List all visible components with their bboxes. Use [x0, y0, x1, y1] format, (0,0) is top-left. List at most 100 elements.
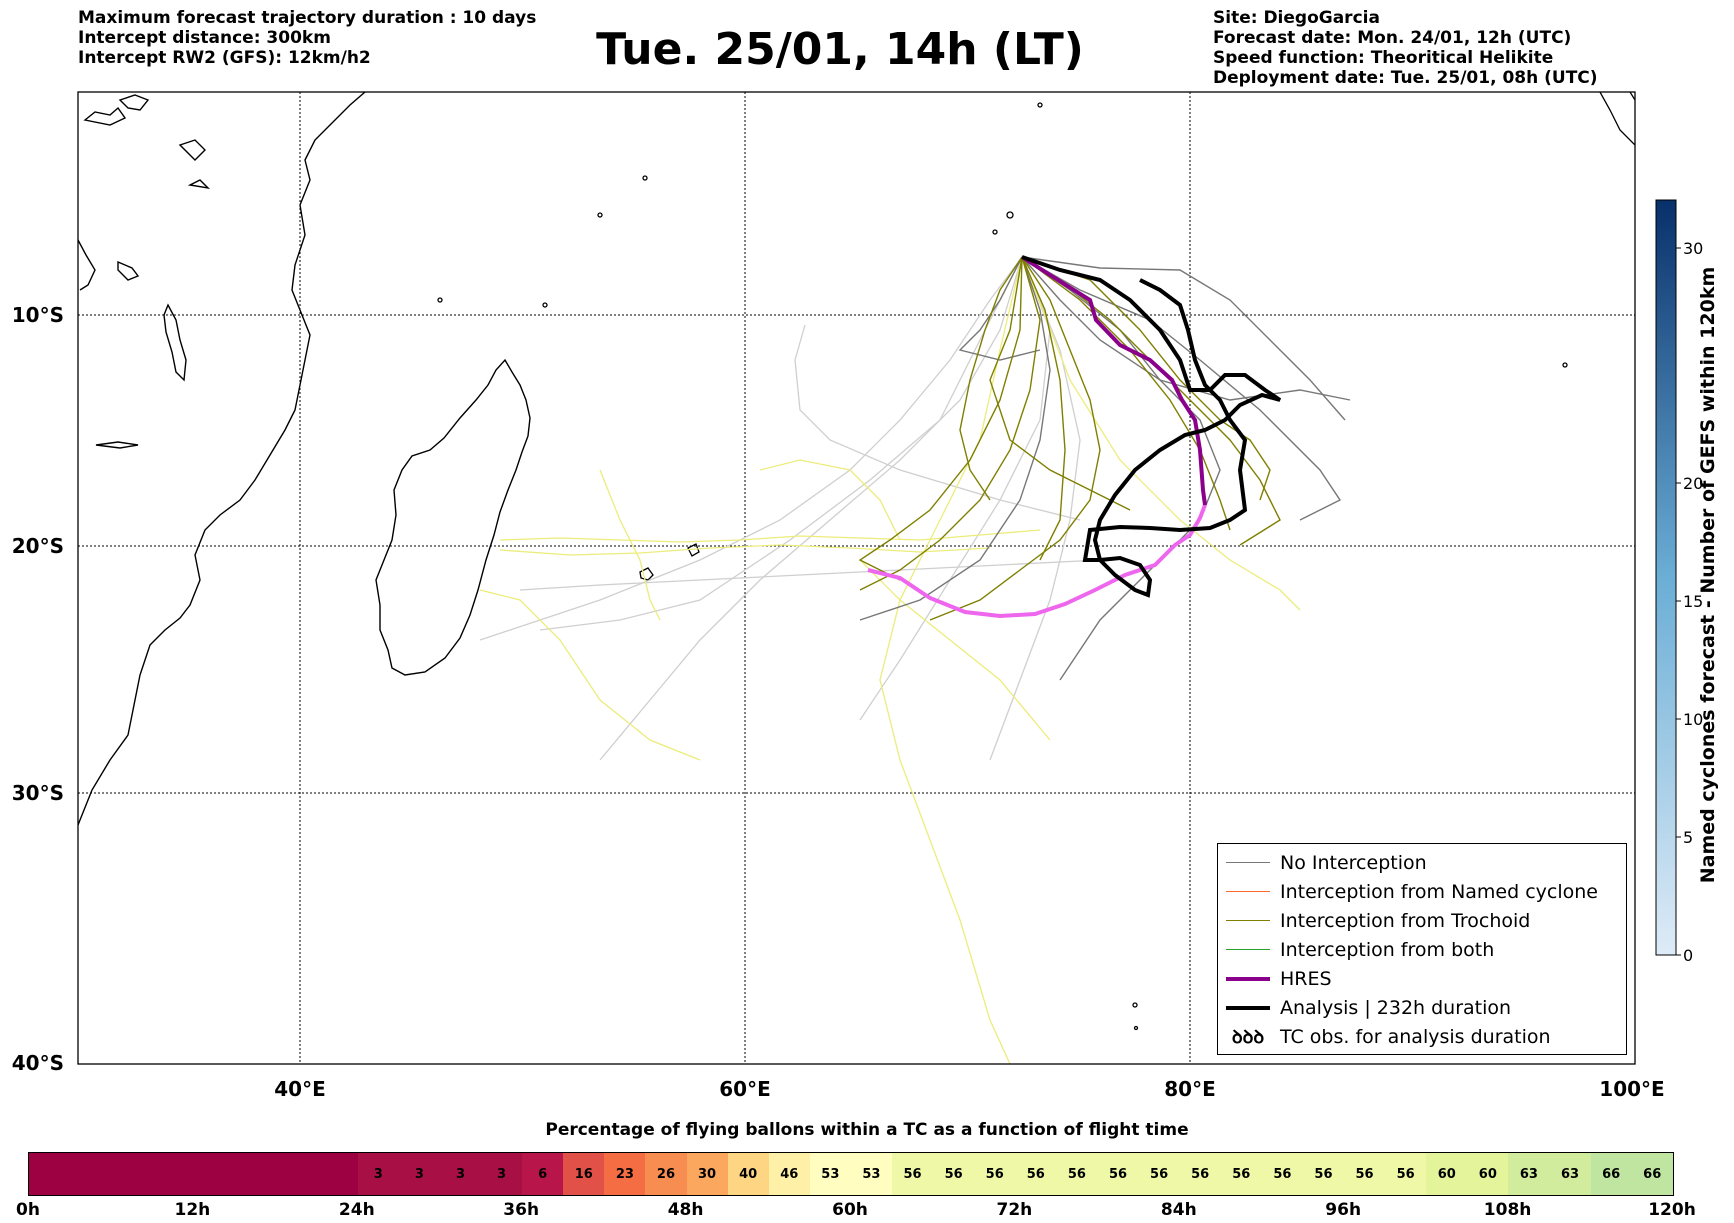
cb-tick-20: 20	[1683, 474, 1703, 493]
legend-item-hres: HRES	[1218, 964, 1332, 993]
trajectories-far-light	[479, 256, 1101, 761]
trajectory-line	[499, 544, 991, 556]
line-icon	[1224, 911, 1272, 931]
lat-label-10: 10°S	[12, 303, 64, 327]
lat-label-40: 40°S	[12, 1051, 64, 1075]
colorbar-segment: 53	[850, 1153, 892, 1195]
colorbar-segment	[70, 1153, 112, 1195]
analysis-trajectory	[1021, 255, 1282, 598]
trajectory-line	[499, 529, 1041, 543]
page-title: Tue. 25/01, 14h (LT)	[596, 24, 1084, 75]
bottom-tick-label: 60h	[832, 1200, 868, 1220]
line-icon	[1224, 969, 1272, 989]
colorbar-segment: 53	[809, 1153, 851, 1195]
trajectory-line	[599, 256, 1023, 761]
colorbar-segment: 63	[1508, 1153, 1550, 1195]
legend-item-no-interception: No Interception	[1218, 848, 1427, 877]
trajectory-line	[1021, 256, 1066, 561]
colorbar-segment: 23	[604, 1153, 646, 1195]
hres-trajectory-late	[867, 504, 1207, 619]
legend-item-tc-obs: ꝺꝺꝺ TC obs. for analysis duration	[1218, 1022, 1551, 1051]
named-cyclones-colorbar: 0 5 10 15 20 30	[1655, 199, 1703, 965]
bottom-tick-label: 72h	[996, 1200, 1033, 1220]
trajectory-line	[1021, 256, 1346, 421]
colorbar-segment: 66	[1631, 1153, 1673, 1195]
colorbar-segment: 56	[1220, 1153, 1262, 1195]
hres-trajectory	[1020, 255, 1207, 506]
cb-tick-0: 0	[1683, 946, 1693, 965]
lon-label-100: 100°E	[1599, 1077, 1664, 1101]
line-icon	[1224, 882, 1272, 902]
colorbar-segment	[111, 1153, 153, 1195]
colorbar-segment	[29, 1153, 71, 1195]
colorbar-segment: 56	[1097, 1153, 1139, 1195]
bottom-tick-label: 96h	[1325, 1200, 1362, 1220]
trajectories-far-yellow	[479, 256, 1301, 1064]
colorbar-segment	[152, 1153, 194, 1195]
colorbar-segment: 40	[727, 1153, 769, 1195]
bottom-tick-label: 0h	[16, 1200, 40, 1220]
colorbar-label: Named cyclones forecast - Number of GEFS…	[1697, 266, 1719, 884]
bottom-tick-label: 24h	[338, 1200, 375, 1220]
trajectories-trochoid	[858, 256, 1281, 621]
colorbar-segment: 3	[398, 1153, 440, 1195]
bottom-tick-label: 48h	[667, 1200, 704, 1220]
trajectory-line	[929, 256, 1101, 621]
colorbar-segment: 6	[522, 1153, 564, 1195]
colorbar-segment: 56	[1344, 1153, 1386, 1195]
colorbar-segment	[316, 1153, 358, 1195]
colorbar-segment: 66	[1590, 1153, 1632, 1195]
colorbar-segment	[193, 1153, 235, 1195]
trajectory-line	[479, 256, 1023, 641]
trajectory-line	[859, 559, 1051, 741]
deployment-date-text: Deployment date: Tue. 25/01, 08h (UTC)	[1213, 68, 1598, 88]
colorbar-segment	[234, 1153, 276, 1195]
cb-tick-10: 10	[1683, 710, 1703, 729]
colorbar-segment: 30	[686, 1153, 728, 1195]
line-icon	[1224, 998, 1272, 1018]
header-left: Maximum forecast trajectory duration : 1…	[78, 8, 536, 68]
intercept-rw2-text: Intercept RW2 (GFS): 12km/h2	[78, 48, 371, 68]
colorbar-segment: 63	[1549, 1153, 1591, 1195]
bottom-tick-label: 120h	[1648, 1200, 1696, 1220]
map-frame	[77, 91, 1636, 1065]
map-legend: No Interception Interception from Named …	[1217, 843, 1627, 1055]
coastline-africa	[78, 92, 366, 826]
trajectory-line	[859, 256, 1051, 621]
trajectory-line	[858, 256, 1023, 581]
trajectory-line	[859, 256, 1041, 591]
colorbar-segment: 56	[1302, 1153, 1344, 1195]
speed-function-text: Speed function: Theoritical Helikite	[1213, 48, 1554, 68]
colorbar-segment	[275, 1153, 317, 1195]
lon-label-80: 80°E	[1164, 1077, 1216, 1101]
map-axis-labels: 40°E 60°E 80°E 100°E 10°S 20°S 30°S 40°S	[12, 303, 1665, 1101]
bottom-tick-label: 84h	[1160, 1200, 1197, 1220]
trajectory-line	[989, 256, 1081, 761]
cb-tick-5: 5	[1683, 828, 1693, 847]
colorbar-segment: 56	[1015, 1153, 1057, 1195]
colorbar-segment: 3	[481, 1153, 523, 1195]
line-icon	[1224, 853, 1272, 873]
colorbar-segment: 56	[974, 1153, 1016, 1195]
lat-label-30: 30°S	[12, 781, 64, 805]
bottom-tick-label: 36h	[503, 1200, 540, 1220]
colorbar-segment: 56	[891, 1153, 934, 1195]
legend-item-named-cyclone: Interception from Named cyclone	[1218, 877, 1598, 906]
trajectory-line	[1021, 256, 1301, 611]
lon-label-60: 60°E	[719, 1077, 771, 1101]
cb-tick-30: 30	[1683, 239, 1703, 258]
colorbar-segment: 3	[357, 1153, 399, 1195]
trajectory-line	[794, 324, 1081, 521]
bottom-colorbar: 3 3 3 3 6 16 23 26 30 40 46 53 53 56 56 56 56 56 56 56 56 56 5…	[28, 1152, 1674, 1196]
coastline-madagascar	[375, 358, 531, 676]
colorbar-segment: 56	[1261, 1153, 1303, 1195]
bottom-tick-label: 12h	[174, 1200, 211, 1220]
colorbar-segment: 56	[1179, 1153, 1221, 1195]
header-right: Site: DiegoGarcia Forecast date: Mon. 24…	[1213, 8, 1598, 88]
bottom-tick-label: 108h	[1483, 1200, 1532, 1220]
colorbar-segment: 56	[1385, 1153, 1427, 1195]
max-duration-text: Maximum forecast trajectory duration : 1…	[78, 8, 537, 28]
colorbar-segment: 56	[1138, 1153, 1180, 1195]
trajectory-line	[958, 256, 1041, 361]
